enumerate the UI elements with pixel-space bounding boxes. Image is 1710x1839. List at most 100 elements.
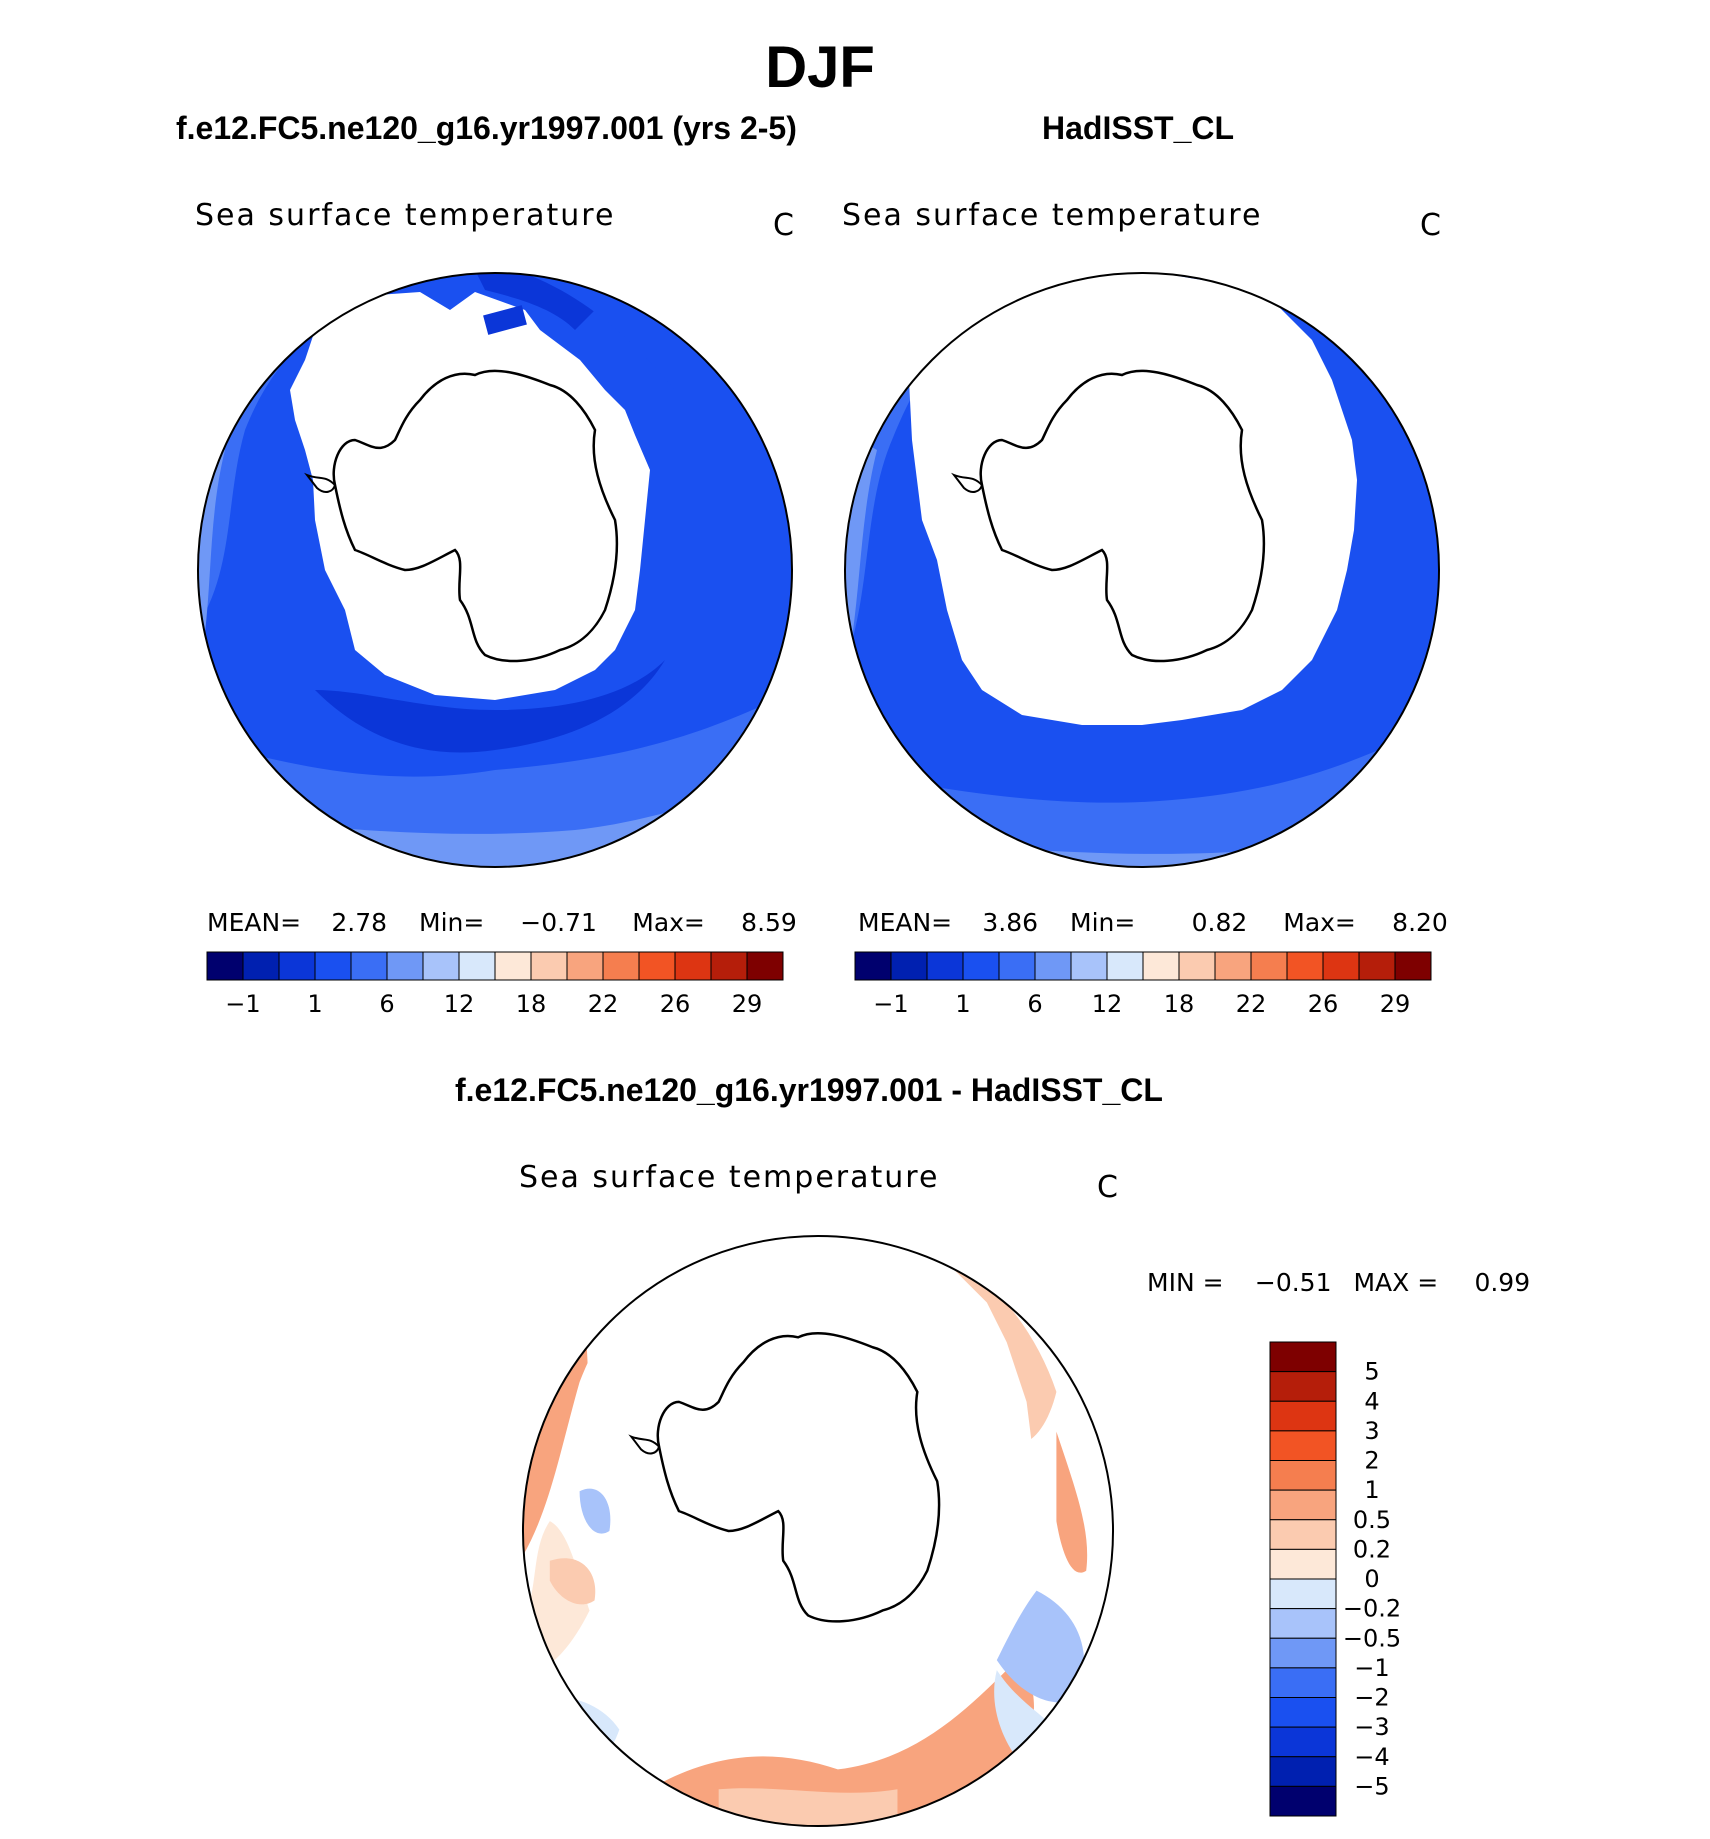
colorbar-tick-label: 29	[1380, 990, 1411, 1018]
colorbar-tick-label: 12	[444, 990, 475, 1018]
sea-ice-mask	[907, 273, 1357, 725]
colorbar-tick-label: 2	[1364, 1447, 1379, 1475]
colorbar-swatch	[278, 951, 316, 981]
diff-polar-map	[521, 1234, 1115, 1828]
colorbar-swatch	[1214, 951, 1252, 981]
colorbar-swatch	[926, 951, 964, 981]
colorbar-swatch	[494, 951, 532, 981]
colorbar-swatch	[746, 951, 784, 981]
colorbar-swatch	[350, 951, 388, 981]
colorbar-swatch	[1269, 1519, 1337, 1550]
colorbar-swatch	[1269, 1667, 1337, 1698]
colorbar-swatch	[242, 951, 280, 981]
panel1-variable-title: Sea surface temperature	[195, 198, 616, 233]
colorbar-swatch	[1269, 1460, 1337, 1491]
panel1-case-title: f.e12.FC5.ne120_g16.yr1997.001 (yrs 2-5)	[176, 110, 797, 146]
colorbar-tick-label: 22	[1236, 990, 1267, 1018]
panel2-stats: MEAN= 3.86 Min= 0.82 Max= 8.20	[858, 908, 1448, 937]
colorbar-tick-label: −4	[1354, 1743, 1389, 1771]
antarctica-coastline	[979, 369, 1266, 663]
colorbar-swatch	[1269, 1548, 1337, 1580]
colorbar-swatch	[710, 951, 748, 981]
antarctica-coastline	[332, 369, 619, 663]
figure-title: DJF	[765, 35, 875, 100]
panel2-case-title: HadISST_CL	[1042, 110, 1235, 146]
colorbar-swatch	[1269, 1371, 1337, 1402]
map-boundary	[197, 272, 793, 868]
map-boundary	[521, 1234, 1115, 1828]
colorbar-swatch	[1178, 951, 1216, 981]
peninsula-coastline	[951, 472, 984, 493]
colorbar-swatch	[1394, 951, 1432, 981]
colorbar-swatch	[1070, 951, 1108, 981]
colorbar-swatch	[1269, 1341, 1337, 1373]
sea-ice-mask	[290, 292, 650, 700]
colorbar-swatch	[458, 951, 496, 981]
colorbar-swatch	[1250, 951, 1288, 981]
colorbar-swatch	[602, 951, 640, 981]
colorbar-swatch	[1322, 951, 1360, 981]
colorbar-swatch	[386, 951, 424, 981]
panel1-colorbar: −1 1 6 12 18 22 26 29	[206, 951, 784, 1018]
colorbar-tick-label: −1	[225, 990, 260, 1018]
diff-anomaly-east-cool	[996, 1590, 1085, 1703]
colorbar-tick-label: 6	[379, 990, 394, 1018]
colorbar-tick-label: 18	[516, 990, 547, 1018]
colorbar-tick-label: 0	[1364, 1565, 1379, 1593]
colorbar-tick-label: 1	[955, 990, 970, 1018]
colorbar-tick-label: −1	[873, 990, 908, 1018]
colorbar-swatch	[890, 951, 928, 981]
panel2-polar-map	[844, 272, 1440, 868]
colorbar-swatch	[1106, 951, 1144, 981]
colorbar-swatch	[854, 951, 892, 981]
panel2-colorbar: −1 1 6 12 18 22 26 29	[854, 951, 1432, 1018]
diff-units: C	[1097, 1170, 1118, 1205]
colorbar-swatch	[1034, 951, 1072, 981]
map-boundary	[844, 272, 1440, 868]
colorbar-tick-label: 12	[1092, 990, 1123, 1018]
colorbar-tick-label: 26	[660, 990, 691, 1018]
colorbar-swatch	[530, 951, 568, 981]
colorbar-swatch	[998, 951, 1036, 981]
colorbar-swatch	[1269, 1637, 1337, 1669]
colorbar-swatch	[1269, 1400, 1337, 1432]
diff-anomaly-north-warm	[649, 1660, 1034, 1827]
colorbar-swatch	[638, 951, 676, 981]
diff-case-title: f.e12.FC5.ne120_g16.yr1997.001 - HadISST…	[455, 1072, 1163, 1108]
panel1-stats: MEAN= 2.78 Min= −0.71 Max= 8.59	[207, 908, 797, 937]
colorbar-tick-label: 5	[1364, 1358, 1379, 1386]
colorbar-swatch	[1358, 951, 1396, 981]
peninsula-coastline	[304, 472, 337, 493]
colorbar-swatch	[1269, 1785, 1337, 1817]
colorbar-swatch	[1269, 1430, 1337, 1461]
peninsula-coastline	[628, 1434, 661, 1455]
colorbar-tick-label: 22	[588, 990, 619, 1018]
sst-band-coastal-cold	[315, 660, 665, 753]
panel2-variable-title: Sea surface temperature	[842, 198, 1263, 233]
colorbar-swatch	[566, 951, 604, 981]
colorbar-swatch	[674, 951, 712, 981]
colorbar-swatch	[1269, 1578, 1337, 1610]
colorbar-tick-label: −0.5	[1343, 1624, 1401, 1652]
colorbar-tick-label: 1	[307, 990, 322, 1018]
colorbar-tick-label: −1	[1354, 1654, 1389, 1682]
colorbar-tick-label: 26	[1308, 990, 1339, 1018]
diff-stats: MIN = −0.51 MAX = 0.99	[1147, 1268, 1531, 1297]
colorbar-swatch	[1269, 1697, 1337, 1728]
colorbar-tick-label: −2	[1354, 1684, 1389, 1712]
diff-variable-title: Sea surface temperature	[519, 1160, 940, 1195]
colorbar-tick-label: 29	[732, 990, 763, 1018]
colorbar-swatch	[206, 951, 244, 981]
panel1-units: C	[773, 208, 794, 243]
colorbar-tick-label: −3	[1354, 1713, 1389, 1741]
colorbar-swatch	[1269, 1489, 1337, 1521]
colorbar-swatch	[1269, 1756, 1337, 1787]
colorbar-tick-label: 4	[1364, 1387, 1379, 1415]
polynya-patch	[483, 305, 527, 335]
colorbar-swatch	[1286, 951, 1324, 981]
colorbar-swatch	[1269, 1608, 1337, 1639]
colorbar-tick-label: 1	[1364, 1476, 1379, 1504]
colorbar-tick-label: 3	[1364, 1417, 1379, 1445]
sea-ice-mask	[584, 1235, 1032, 1685]
